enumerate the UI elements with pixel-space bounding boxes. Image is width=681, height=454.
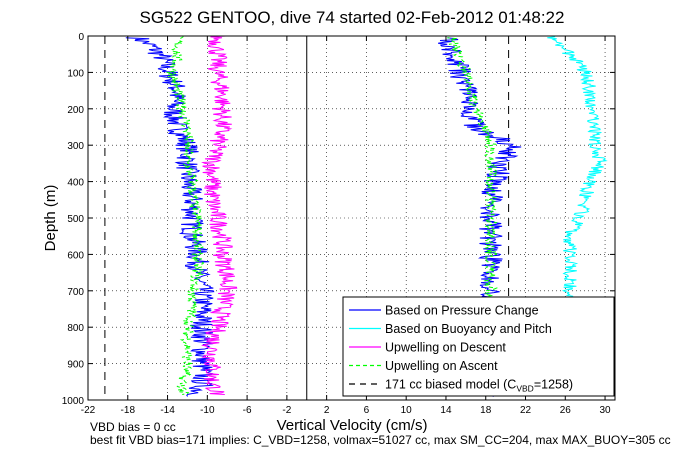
series-line [547,35,608,299]
x-axis-label: Vertical Velocity (cm/s) [277,417,428,434]
x-tick-label: -10 [200,405,215,416]
y-tick-label: 900 [67,360,84,371]
legend-label: 171 cc biased model (CVBD=1258) [385,378,573,394]
x-tick-label: 14 [440,405,452,416]
reference-lines [104,36,510,400]
series-line [125,37,215,397]
x-tick-label: 30 [599,405,611,416]
y-tick-label: 800 [67,323,84,334]
legend-label: Upwelling on Descent [385,341,506,355]
legend: Based on Pressure Change Based on Buoyanc… [342,296,615,397]
y-tick-label: 1000 [62,396,85,407]
grid-lines [88,36,615,400]
axis-ticks: -22 -18 -14 -10 -6 -2 2 6 10 14 18 22 26 300100200300… [62,32,615,416]
x-tick-label: 26 [560,405,572,416]
vbd-bias-note: VBD bias = 0 cc [90,420,176,434]
x-tick-label: 6 [364,405,370,416]
chart-title: SG522 GENTOO, dive 74 started 02-Feb-201… [140,8,565,27]
legend-label: Based on Pressure Change [385,304,539,318]
y-tick-label: 700 [67,287,84,298]
y-tick-label: 0 [78,32,84,43]
x-tick-label: -18 [121,405,136,416]
x-tick-label: -22 [81,405,96,416]
legend-label: Based on Buoyancy and Pitch [385,322,552,336]
y-tick-label: 300 [67,141,84,152]
y-tick-label: 500 [67,214,84,225]
x-tick-label: 10 [401,405,413,416]
x-tick-label: 18 [480,405,492,416]
y-tick-label: 200 [67,105,84,116]
legend-label: Upwelling on Ascent [385,359,498,373]
x-tick-label: -6 [243,405,252,416]
x-tick-label: -2 [282,405,291,416]
best-fit-note: best fit VBD bias=171 implies: C_VBD=125… [90,433,671,447]
x-tick-label: 22 [520,405,532,416]
y-tick-label: 400 [67,178,84,189]
y-tick-label: 600 [67,250,84,261]
y-axis-label: Depth (m) [42,185,59,252]
y-tick-label: 100 [67,68,84,79]
series-line [200,35,238,395]
x-tick-label: -14 [160,405,175,416]
x-tick-label: 2 [324,405,330,416]
legend-box [342,296,615,397]
